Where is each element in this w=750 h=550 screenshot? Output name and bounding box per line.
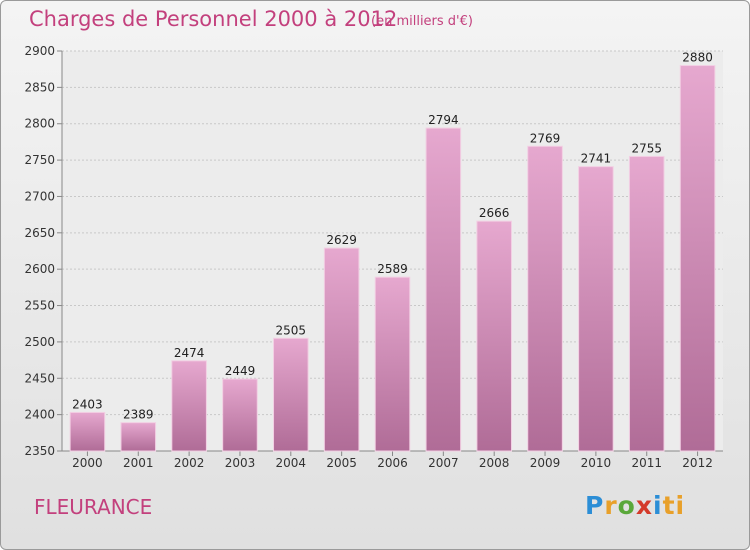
- bar: [578, 166, 614, 452]
- bar-value-label: 2880: [682, 51, 713, 65]
- bar-value-label: 2666: [479, 206, 510, 220]
- bar-value-label: 2755: [631, 141, 662, 155]
- y-tick-label: 2650: [24, 226, 55, 240]
- logo-letter: r: [604, 491, 618, 520]
- x-tick-label: 2012: [682, 456, 713, 470]
- y-tick-label: 2400: [24, 408, 55, 422]
- y-tick-label: 2800: [24, 117, 55, 131]
- location-name: FLEURANCE: [34, 495, 153, 519]
- y-tick-label: 2700: [24, 189, 55, 203]
- bar-layer: [69, 65, 716, 452]
- logo-letter: ti: [662, 491, 686, 520]
- bar-value-label: 2794: [428, 113, 459, 127]
- bar: [69, 411, 106, 452]
- bar-value-label: 2505: [276, 323, 307, 337]
- chart-subtitle: (en milliers d'€): [371, 14, 473, 29]
- bar: [374, 276, 411, 452]
- x-tick-label: 2000: [72, 456, 103, 470]
- x-tick-label: 2001: [123, 456, 154, 470]
- bar-value-label: 2403: [72, 397, 103, 411]
- x-tick-label: 2006: [377, 456, 408, 470]
- bar: [222, 378, 258, 452]
- x-tick-label: 2004: [276, 456, 307, 470]
- x-tick-label: 2008: [479, 456, 510, 470]
- bar-value-label: 2389: [123, 408, 154, 422]
- label-layer: 2350 2400 2450 2500 2550 2600 2650 2700 2750 2800…: [24, 44, 712, 470]
- bar: [628, 155, 665, 452]
- y-tick-label: 2600: [24, 262, 55, 276]
- bar-value-label: 2769: [530, 131, 561, 145]
- y-tick-label: 2750: [24, 153, 55, 167]
- x-tick-label: 2002: [174, 456, 205, 470]
- y-tick-label: 2450: [24, 371, 55, 385]
- bar: [120, 422, 157, 452]
- bar-value-label: 2474: [174, 346, 205, 360]
- x-tick-label: 2003: [225, 456, 256, 470]
- y-tick-label: 2550: [24, 299, 55, 313]
- bar-value-label: 2589: [377, 262, 408, 276]
- y-tick-label: 2350: [24, 444, 55, 458]
- bar: [476, 220, 512, 452]
- y-tick-label: 2500: [24, 335, 55, 349]
- x-tick-label: 2009: [530, 456, 561, 470]
- logo-letter: x: [635, 491, 653, 520]
- bar: [171, 360, 207, 452]
- bar-value-label: 2741: [581, 152, 612, 166]
- bar: [527, 145, 563, 452]
- logo-letter: i: [653, 491, 663, 520]
- x-tick-label: 2007: [428, 456, 459, 470]
- chart-title: Charges de Personnel 2000 à 2012: [29, 7, 398, 31]
- bar-value-label: 2449: [225, 364, 256, 378]
- logo-letter: P: [585, 491, 605, 520]
- bar-value-label: 2629: [326, 233, 357, 247]
- proxiti-logo: Proxiti: [585, 491, 685, 520]
- y-tick-label: 2900: [24, 44, 55, 58]
- x-tick-label: 2010: [581, 456, 612, 470]
- y-tick-label: 2850: [24, 80, 55, 94]
- bar: [425, 127, 462, 452]
- bar: [273, 337, 309, 452]
- x-tick-label: 2005: [326, 456, 357, 470]
- x-tick-label: 2011: [631, 456, 662, 470]
- bar: [323, 247, 360, 452]
- logo-letter: o: [617, 491, 636, 520]
- bar: [679, 65, 716, 452]
